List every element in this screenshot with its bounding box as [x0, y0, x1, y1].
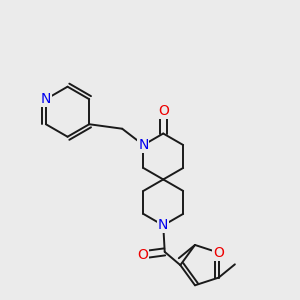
Text: O: O	[158, 104, 169, 118]
Text: O: O	[213, 246, 224, 260]
Text: N: N	[41, 92, 51, 106]
Text: O: O	[137, 248, 148, 262]
Text: N: N	[138, 138, 148, 152]
Text: N: N	[158, 218, 168, 233]
